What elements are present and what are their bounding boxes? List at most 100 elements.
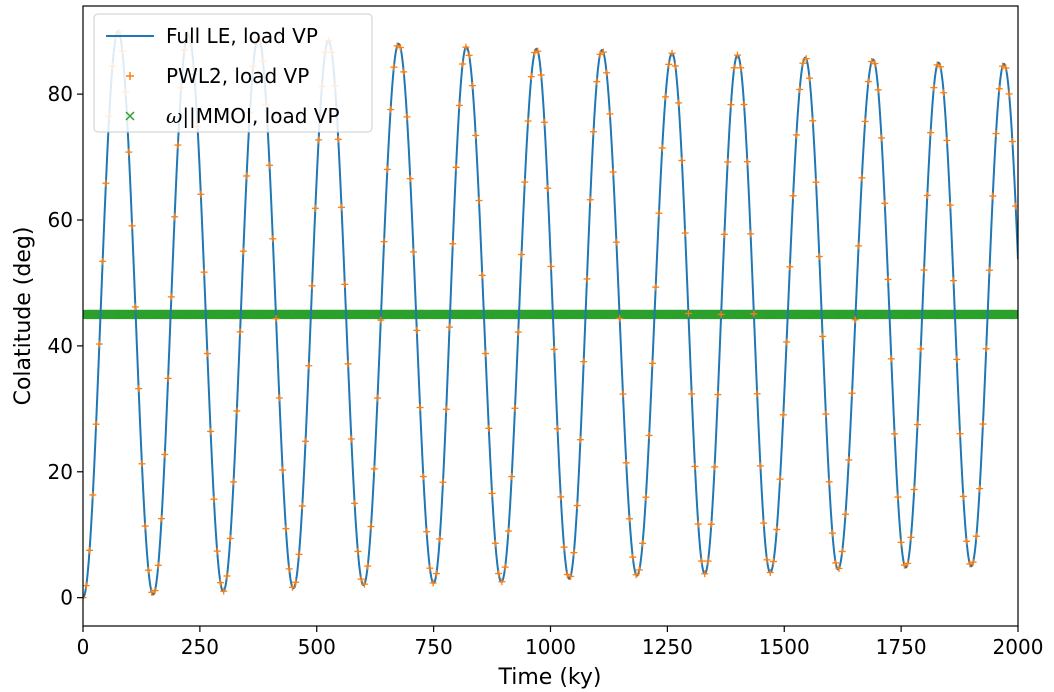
pwl2-point [704, 557, 712, 565]
pwl2-point [979, 420, 987, 428]
pwl2-point [92, 420, 100, 428]
pwl2-point [688, 390, 696, 398]
pwl2-point [930, 84, 938, 92]
pwl2-point [851, 316, 859, 324]
pwl2-point [413, 326, 421, 334]
pwl2-point [724, 158, 732, 166]
pwl2-point [629, 553, 637, 561]
pwl2-point [907, 533, 915, 541]
x-tick-label: 1000 [525, 635, 576, 659]
pwl2-point [884, 275, 892, 283]
pwl2-point [426, 564, 434, 572]
pwl2-point [894, 493, 902, 501]
pwl2-point [367, 523, 375, 531]
x-tick-label: 500 [298, 635, 336, 659]
legend-label-mmoi: ω||MMOI, load VP [166, 104, 340, 128]
pwl2-point [383, 165, 391, 173]
pwl2-point [812, 178, 820, 186]
pwl2-point [475, 197, 483, 205]
pwl2-point [681, 229, 689, 237]
pwl2-point [233, 407, 241, 415]
pwl2-point [400, 68, 408, 76]
pwl2-point [311, 204, 319, 212]
pwl2-point [501, 563, 509, 571]
pwl2-point [524, 117, 532, 125]
pwl2-point [714, 391, 722, 399]
pwl2-point [465, 51, 473, 59]
pwl2-point [128, 222, 136, 230]
pwl2-point [230, 478, 238, 486]
pwl2-point [449, 240, 457, 248]
pwl2-point [491, 539, 499, 547]
pwl2-point [269, 235, 277, 243]
pwl2-point [488, 489, 496, 497]
pwl2-point [940, 89, 948, 97]
pwl2-point [305, 362, 313, 370]
pwl2-point [537, 71, 545, 79]
pwl2-point [959, 492, 967, 500]
pwl2-point [671, 62, 679, 70]
pwl2-point [658, 144, 666, 152]
pwl2-point [419, 473, 427, 481]
pwl2-point [478, 271, 486, 279]
pwl2-point [822, 410, 830, 418]
pwl2-point [131, 303, 139, 311]
pwl2-point [953, 355, 961, 363]
pwl2-point [877, 134, 885, 142]
pwl2-point [429, 579, 437, 587]
pwl2-point [691, 462, 699, 470]
pwl2-point [436, 535, 444, 543]
pwl2-point [341, 280, 349, 288]
pwl2-point [472, 131, 480, 139]
mmoi-point [1013, 309, 1018, 320]
pwl2-point [171, 213, 179, 221]
pwl2-point [200, 268, 208, 276]
pwl2-point [904, 559, 912, 567]
pwl2-point [570, 549, 578, 557]
pwl2-point [374, 394, 382, 402]
pwl2-point [662, 93, 670, 101]
pwl2-point [773, 525, 781, 533]
pwl2-point [769, 558, 777, 566]
pwl2-point [295, 550, 303, 558]
pwl2-point [347, 435, 355, 443]
pwl2-point [832, 559, 840, 567]
pwl2-point [504, 527, 512, 535]
pwl2-point [308, 282, 316, 290]
pwl2-point [210, 495, 218, 503]
pwl2-point [442, 405, 450, 413]
y-axis-label: Colatitude (deg) [11, 227, 36, 406]
pwl2-point [282, 525, 290, 533]
pwl2-point [161, 450, 169, 458]
pwl2-point [354, 547, 362, 555]
pwl2-point [351, 499, 359, 507]
pwl2-point [1008, 137, 1016, 145]
pwl2-point [642, 493, 650, 501]
pwl2-point [86, 546, 94, 554]
pwl2-point [622, 459, 630, 467]
pwl2-point [223, 572, 231, 580]
pwl2-point [835, 564, 843, 572]
pwl2-point [720, 230, 728, 238]
pwl2-point [603, 69, 611, 77]
pwl2-point [910, 485, 918, 493]
pwl2-point [393, 42, 401, 50]
pwl2-point [871, 60, 879, 68]
x-tick-label: 250 [181, 635, 219, 659]
pwl2-point [743, 158, 751, 166]
pwl2-point [1002, 64, 1010, 72]
pwl2-point [285, 565, 293, 573]
pwl2-point [698, 557, 706, 565]
pwl2-point [380, 238, 388, 246]
pwl2-point [396, 44, 404, 52]
pwl2-point [972, 532, 980, 540]
pwl2-point [992, 130, 1000, 138]
pwl2-point [521, 178, 529, 186]
pwl2-point [102, 179, 110, 187]
pwl2-point [95, 340, 103, 348]
pwl2-point [462, 43, 470, 51]
pwl2-point [766, 568, 774, 576]
pwl2-point [648, 359, 656, 367]
pwl2-point [730, 64, 738, 72]
pwl2-point [655, 209, 663, 217]
